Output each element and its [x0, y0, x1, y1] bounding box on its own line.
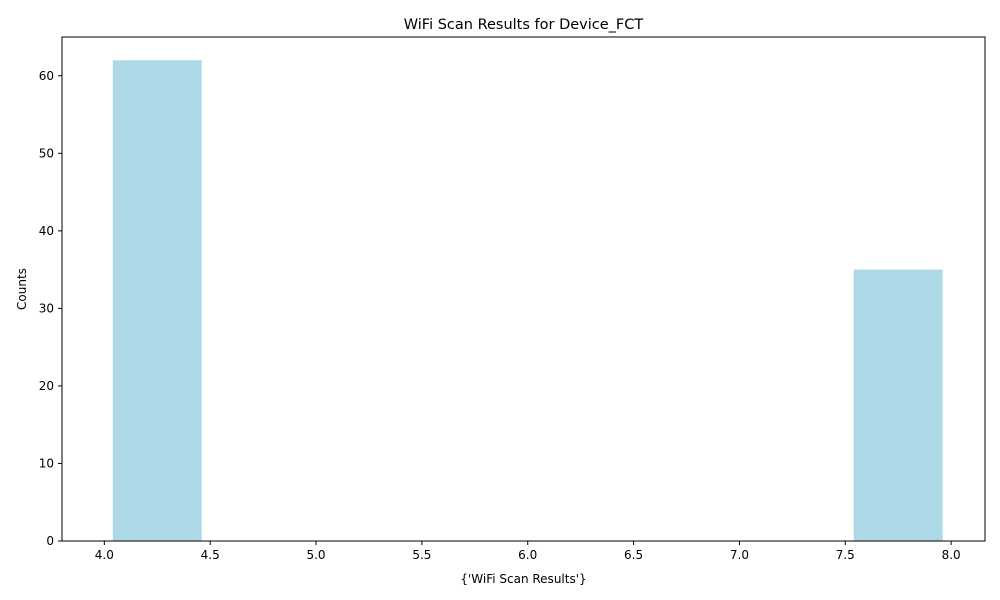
- y-axis-ticks: 0 10 20 30 40 50 60: [39, 69, 62, 548]
- x-tick-label: 5.0: [306, 548, 325, 562]
- x-tick-label: 4.5: [201, 548, 220, 562]
- x-tick-label: 7.0: [730, 548, 749, 562]
- y-tick-label: 0: [46, 534, 54, 548]
- plot-frame: [61, 36, 986, 542]
- x-tick-label: 6.0: [518, 548, 537, 562]
- y-tick-label: 10: [39, 456, 54, 470]
- y-tick-label: 60: [39, 69, 54, 83]
- x-tick-label: 6.5: [624, 548, 643, 562]
- bar-group: [112, 60, 943, 542]
- y-axis-label: Counts: [15, 268, 29, 310]
- x-tick-label: 8.0: [942, 548, 961, 562]
- x-tick-label: 5.5: [412, 548, 431, 562]
- bar-1: [112, 60, 202, 542]
- x-axis-label: {'WiFi Scan Results'}: [460, 572, 586, 586]
- x-tick-label: 4.0: [95, 548, 114, 562]
- x-tick-label: 7.5: [836, 548, 855, 562]
- y-tick-label: 20: [39, 379, 54, 393]
- y-tick-label: 50: [39, 146, 54, 160]
- y-tick-label: 30: [39, 301, 54, 315]
- y-tick-label: 40: [39, 224, 54, 238]
- bar-2: [853, 269, 943, 541]
- chart-title: WiFi Scan Results for Device_FCT: [404, 17, 644, 33]
- x-axis-ticks: 4.0 4.5 5.0 5.5 6.0 6.5 7.0 7.5 8.0: [95, 541, 961, 562]
